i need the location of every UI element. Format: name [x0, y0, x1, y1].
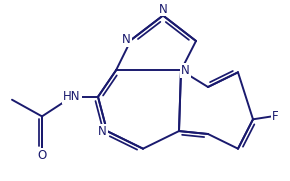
Text: N: N [98, 125, 107, 138]
Text: O: O [37, 149, 47, 162]
Text: N: N [181, 64, 190, 77]
Text: N: N [122, 33, 131, 47]
Text: N: N [159, 3, 167, 16]
Text: HN: HN [63, 90, 81, 103]
Text: F: F [272, 110, 279, 123]
